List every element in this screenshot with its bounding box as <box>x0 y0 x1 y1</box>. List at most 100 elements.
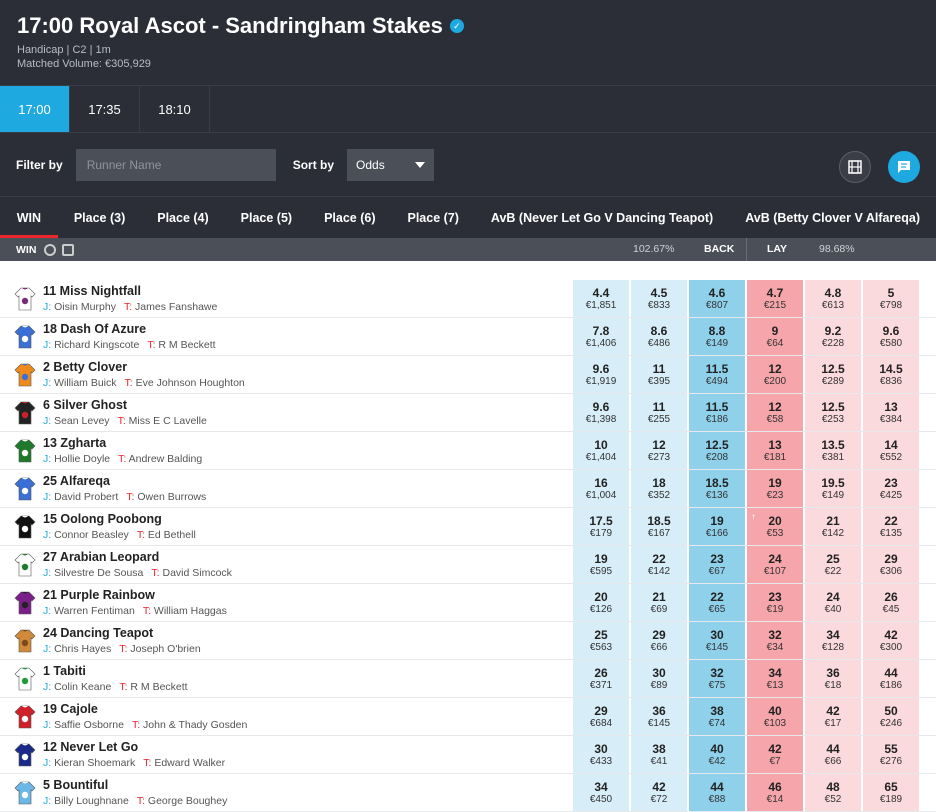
runner-name[interactable]: 11 Miss Nightfall <box>43 284 141 298</box>
lay-price-best[interactable]: 46 €14 <box>747 774 803 811</box>
lay-price-2[interactable]: 36 €18 <box>805 660 861 697</box>
lay-price-3[interactable]: 44 €186 <box>863 660 919 697</box>
lay-price-3[interactable]: 26 €45 <box>863 584 919 621</box>
runner-name[interactable]: 27 Arabian Leopard <box>43 550 160 564</box>
back-price-2[interactable]: 42 €72 <box>631 774 687 811</box>
lay-price-2[interactable]: 48 €52 <box>805 774 861 811</box>
back-price-3[interactable]: 4.4 €1,851 <box>573 280 629 317</box>
lay-price-3[interactable]: 42 €300 <box>863 622 919 659</box>
lay-price-2[interactable]: 34 €128 <box>805 622 861 659</box>
lay-price-best[interactable]: 40 €103 <box>747 698 803 735</box>
back-price-best[interactable]: 38 €74 <box>689 698 745 735</box>
back-price-2[interactable]: 22 €142 <box>631 546 687 583</box>
tab-avb-2[interactable]: AvB (Betty Clover V Alfareqa) <box>745 210 920 225</box>
back-price-best[interactable]: 22 €65 <box>689 584 745 621</box>
back-price-best[interactable]: 32 €75 <box>689 660 745 697</box>
back-price-best[interactable]: 18.5 €136 <box>689 470 745 507</box>
back-price-3[interactable]: 7.8 €1,406 <box>573 318 629 355</box>
runner-name[interactable]: 19 Cajole <box>43 702 98 716</box>
runner-name[interactable]: 2 Betty Clover <box>43 360 128 374</box>
lay-price-2[interactable]: 12.5 €289 <box>805 356 861 393</box>
tab-place-6[interactable]: Place (6) <box>324 210 376 225</box>
lay-price-3[interactable]: 65 €189 <box>863 774 919 811</box>
lay-price-2[interactable]: 21 €142 <box>805 508 861 545</box>
lay-price-2[interactable]: 4.8 €613 <box>805 280 861 317</box>
lay-price-best[interactable]: 34 €13 <box>747 660 803 697</box>
lay-price-3[interactable]: 5 €798 <box>863 280 919 317</box>
back-price-3[interactable]: 9.6 €1,919 <box>573 356 629 393</box>
runner-name[interactable]: 6 Silver Ghost <box>43 398 128 412</box>
lay-price-2[interactable]: 44 €66 <box>805 736 861 773</box>
shield-icon[interactable] <box>62 243 75 256</box>
back-price-3[interactable]: 25 €563 <box>573 622 629 659</box>
lay-price-best[interactable]: 12 €58 <box>747 394 803 431</box>
back-price-3[interactable]: 16 €1,004 <box>573 470 629 507</box>
back-price-best[interactable]: 30 €145 <box>689 622 745 659</box>
back-price-best[interactable]: 44 €88 <box>689 774 745 811</box>
lay-price-best[interactable]: 19 €23 <box>747 470 803 507</box>
tab-place-3[interactable]: Place (3) <box>73 210 126 225</box>
lay-price-3[interactable]: 14 €552 <box>863 432 919 469</box>
lay-price-best[interactable]: 12 €200 <box>747 356 803 393</box>
runner-name[interactable]: 15 Oolong Poobong <box>43 512 162 526</box>
chat-button[interactable] <box>888 151 920 183</box>
back-price-2[interactable]: 8.6 €486 <box>631 318 687 355</box>
back-price-best[interactable]: 23 €67 <box>689 546 745 583</box>
back-price-2[interactable]: 18 €352 <box>631 470 687 507</box>
lay-price-best[interactable]: 9 €64 <box>747 318 803 355</box>
runner-name[interactable]: 18 Dash Of Azure <box>43 322 147 336</box>
back-price-best[interactable]: 4.6 €807 <box>689 280 745 317</box>
back-price-3[interactable]: 30 €433 <box>573 736 629 773</box>
back-price-3[interactable]: 19 €595 <box>573 546 629 583</box>
lay-price-2[interactable]: 42 €17 <box>805 698 861 735</box>
back-price-2[interactable]: 29 €66 <box>631 622 687 659</box>
back-price-2[interactable]: 12 €273 <box>631 432 687 469</box>
runner-name-input[interactable] <box>75 148 276 181</box>
cashout-icon[interactable] <box>44 243 57 256</box>
time-tab-1810[interactable]: 18:10 <box>140 86 210 132</box>
runner-name[interactable]: 13 Zgharta <box>43 436 107 450</box>
back-price-2[interactable]: 21 €69 <box>631 584 687 621</box>
back-price-best[interactable]: 12.5 €208 <box>689 432 745 469</box>
sort-select[interactable]: Odds <box>347 148 435 181</box>
back-price-best[interactable]: 8.8 €149 <box>689 318 745 355</box>
back-price-2[interactable]: 11 €255 <box>631 394 687 431</box>
back-price-2[interactable]: 30 €89 <box>631 660 687 697</box>
lay-price-3[interactable]: 9.6 €580 <box>863 318 919 355</box>
lay-price-3[interactable]: 22 €135 <box>863 508 919 545</box>
lay-price-best[interactable]: 24 €107 <box>747 546 803 583</box>
lay-price-best[interactable]: 42 €7 <box>747 736 803 773</box>
back-price-best[interactable]: 19 €166 <box>689 508 745 545</box>
tab-place-7[interactable]: Place (7) <box>407 210 459 225</box>
back-price-3[interactable]: 17.5 €179 <box>573 508 629 545</box>
tab-avb-1[interactable]: AvB (Never Let Go V Dancing Teapot) <box>490 210 714 225</box>
lay-price-2[interactable]: 9.2 €228 <box>805 318 861 355</box>
back-price-2[interactable]: 18.5 €167 <box>631 508 687 545</box>
lay-price-2[interactable]: 24 €40 <box>805 584 861 621</box>
runner-name[interactable]: 25 Alfareqa <box>43 474 110 488</box>
runner-name[interactable]: 1 Tabiti <box>43 664 86 678</box>
back-price-best[interactable]: 11.5 €186 <box>689 394 745 431</box>
time-tab-1735[interactable]: 17:35 <box>70 86 140 132</box>
lay-price-3[interactable]: 14.5 €836 <box>863 356 919 393</box>
runner-name[interactable]: 5 Bountiful <box>43 778 109 792</box>
back-price-3[interactable]: 26 €371 <box>573 660 629 697</box>
back-price-2[interactable]: 38 €41 <box>631 736 687 773</box>
lay-price-2[interactable]: 12.5 €253 <box>805 394 861 431</box>
runner-name[interactable]: 24 Dancing Teapot <box>43 626 154 640</box>
tab-place-4[interactable]: Place (4) <box>157 210 209 225</box>
tab-win[interactable]: WIN <box>0 197 58 238</box>
lay-price-best[interactable]: 13 €181 <box>747 432 803 469</box>
lay-price-best[interactable]: ↑ 20 €53 <box>747 508 803 545</box>
back-price-3[interactable]: 9.6 €1,398 <box>573 394 629 431</box>
lay-price-3[interactable]: 13 €384 <box>863 394 919 431</box>
tab-place-5[interactable]: Place (5) <box>240 210 293 225</box>
lay-price-3[interactable]: 55 €276 <box>863 736 919 773</box>
back-price-3[interactable]: 10 €1,404 <box>573 432 629 469</box>
lay-price-best[interactable]: 32 €34 <box>747 622 803 659</box>
back-price-3[interactable]: 20 €126 <box>573 584 629 621</box>
lay-price-3[interactable]: 29 €306 <box>863 546 919 583</box>
lay-price-2[interactable]: 19.5 €149 <box>805 470 861 507</box>
runner-name[interactable]: 21 Purple Rainbow <box>43 588 155 602</box>
back-price-2[interactable]: 11 €395 <box>631 356 687 393</box>
